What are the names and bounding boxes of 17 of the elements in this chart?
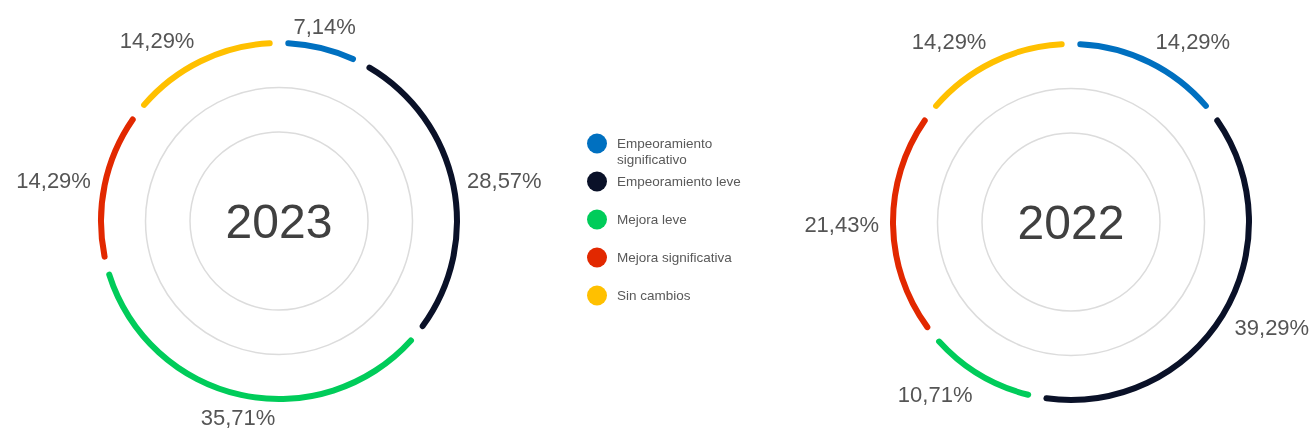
slice-label: 2023 bbox=[225, 194, 333, 248]
data-label: 14,29% bbox=[119, 28, 195, 54]
data-label: 7,14% bbox=[293, 13, 356, 39]
slice-label: 2022 bbox=[1017, 195, 1125, 249]
legend-label: Empeoramiento leve bbox=[617, 174, 741, 190]
legend-label: Mejora leve bbox=[617, 212, 687, 228]
data-label: 14,29% bbox=[16, 168, 91, 194]
data-label: 14,29% bbox=[1155, 29, 1231, 55]
data-label: 35,71% bbox=[200, 404, 276, 430]
data-label: 28,57% bbox=[467, 168, 542, 194]
data-label: 14,29% bbox=[911, 29, 987, 55]
legend-label: Sin cambios bbox=[617, 288, 691, 304]
data-label: 10,71% bbox=[897, 382, 973, 408]
data-label: 21,43% bbox=[804, 212, 880, 238]
legend-label: Empeoramiento significativo bbox=[617, 136, 713, 167]
legend-label: Mejora significativa bbox=[617, 250, 733, 266]
data-label: 39,29% bbox=[1234, 314, 1310, 340]
